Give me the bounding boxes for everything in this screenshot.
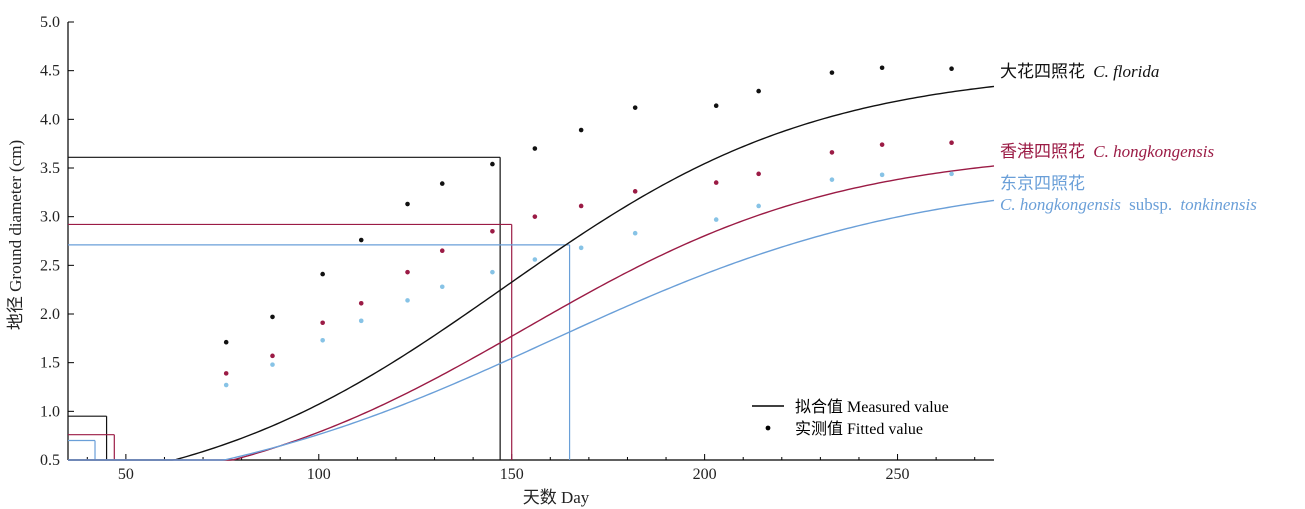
y-tick-label: 1.5	[40, 355, 60, 372]
data-point	[490, 161, 495, 167]
data-point	[879, 142, 885, 147]
data-point	[756, 88, 761, 94]
data-point	[879, 65, 885, 71]
data-point	[439, 248, 445, 254]
x-tick-label: 150	[500, 466, 524, 483]
series-label-florida: 大花四照花 C. florida	[1000, 62, 1159, 81]
y-tick-label: 2.5	[40, 257, 60, 274]
data-point	[532, 146, 538, 151]
x-axis-ticks: 50 100 150 200 250	[86, 454, 976, 483]
data-point	[270, 362, 275, 367]
series-label-tonkinensis-latin-suffix: tonkinensis	[1180, 195, 1257, 214]
series-label-tonkinensis-cn: 东京四照花	[1000, 174, 1085, 193]
data-point	[949, 140, 954, 145]
data-point	[756, 171, 761, 177]
legend-dot-marker	[765, 425, 771, 431]
x-tick-label: 100	[307, 466, 331, 483]
data-point	[632, 230, 638, 236]
data-point	[358, 318, 364, 324]
data-point	[223, 339, 229, 345]
data-point	[223, 371, 229, 376]
data-point	[829, 150, 835, 155]
series-label-florida-cn: 大花四照花	[1000, 62, 1085, 81]
data-points	[223, 65, 954, 388]
data-point	[532, 257, 538, 262]
y-tick-label: 4.5	[40, 63, 60, 80]
y-axis-ticks: 0.5 1.0 1.5 2.0 2.5 3.0 3.5 4.0 4.5 5.0	[40, 14, 74, 469]
data-point	[320, 337, 325, 343]
data-point	[578, 203, 584, 209]
x-tick-label: 50	[118, 466, 134, 483]
series-label-tonkinensis-latin-prefix: C. hongkongensis	[1000, 195, 1121, 214]
y-axis-title: 地径 Ground diameter (cm)	[6, 140, 25, 330]
fit-curve-2	[68, 199, 995, 461]
data-point	[405, 201, 410, 207]
x-tick-label: 200	[693, 466, 717, 483]
x-axis-title: 天数 Day	[523, 488, 590, 507]
data-point	[270, 314, 275, 320]
reference-lines	[68, 156, 571, 460]
data-point	[578, 127, 584, 133]
x-tick-label: 250	[886, 466, 910, 483]
data-point	[439, 284, 445, 290]
data-point	[713, 103, 719, 109]
data-point	[358, 237, 364, 243]
data-point	[713, 180, 719, 185]
data-point	[713, 217, 719, 222]
legend: 拟合值 Measured value 实测值 Fitted value	[752, 398, 949, 438]
data-point	[490, 269, 495, 275]
data-point	[270, 353, 275, 359]
data-point	[405, 298, 410, 303]
data-point	[632, 105, 638, 110]
series-label-hongkongensis-latin: C. hongkongensis	[1093, 142, 1214, 161]
series-label-hongkongensis-cn: 香港四照花	[1000, 142, 1085, 161]
data-point	[223, 382, 229, 388]
data-point	[879, 172, 885, 178]
y-tick-label: 4.0	[40, 111, 60, 128]
data-point	[320, 271, 325, 277]
legend-entry-fitted-line: 拟合值 Measured value	[795, 398, 949, 416]
data-point	[829, 70, 835, 75]
fit-curve-0	[68, 85, 995, 461]
data-point	[358, 300, 364, 306]
y-tick-label: 0.5	[40, 452, 60, 469]
data-point	[949, 66, 954, 72]
series-label-florida-latin: C. florida	[1093, 62, 1159, 81]
series-labels: 大花四照花 C. florida 香港四照花 C. hongkongensis …	[1000, 62, 1257, 214]
data-point	[490, 228, 495, 234]
data-point	[439, 181, 445, 186]
y-tick-label: 1.0	[40, 403, 60, 420]
fitted-curves	[68, 85, 995, 461]
y-tick-label: 3.0	[40, 209, 60, 226]
y-tick-label: 5.0	[40, 14, 60, 31]
y-tick-label: 2.0	[40, 306, 60, 323]
legend-entry-measured-dot: 实测值 Fitted value	[795, 420, 923, 438]
data-point	[532, 214, 538, 219]
series-label-tonkinensis-latin-mid: subsp.	[1129, 195, 1172, 214]
series-label-hongkongensis: 香港四照花 C. hongkongensis	[1000, 142, 1215, 161]
series-label-tonkinensis-latin: C. hongkongensis subsp. tonkinensis	[1000, 195, 1257, 214]
data-point	[756, 203, 761, 209]
data-point	[829, 177, 835, 182]
data-point	[320, 320, 325, 326]
y-tick-label: 3.5	[40, 160, 60, 177]
data-point	[632, 189, 638, 194]
data-point	[949, 171, 954, 177]
data-point	[578, 245, 584, 251]
data-point	[405, 269, 410, 275]
